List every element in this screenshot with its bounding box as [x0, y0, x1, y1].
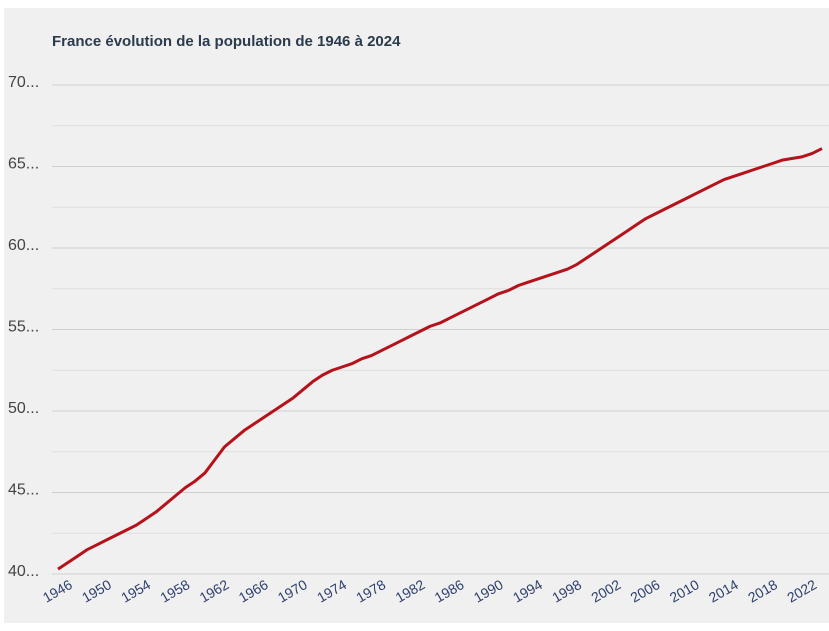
- y-tick-label: 50...: [8, 400, 39, 417]
- y-tick-label: 55...: [8, 319, 39, 336]
- y-tick-label: 40...: [8, 563, 39, 580]
- line: [57, 147, 823, 571]
- y-tick-label: 60...: [8, 237, 39, 254]
- y-tick-label: 70...: [8, 74, 39, 91]
- chart-title: France évolution de la population de 194…: [52, 33, 401, 50]
- y-tick-label: 65...: [8, 156, 39, 173]
- y-tick-label: 45...: [8, 482, 39, 499]
